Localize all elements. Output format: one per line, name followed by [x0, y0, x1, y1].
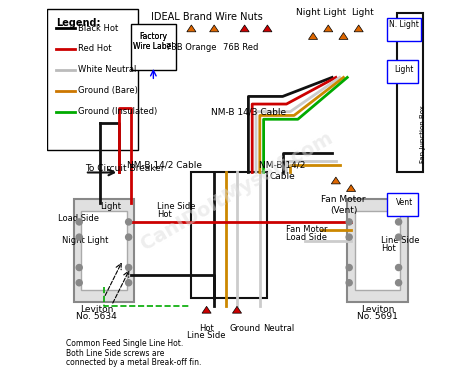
Text: Line Side: Line Side: [382, 236, 420, 246]
FancyBboxPatch shape: [347, 199, 408, 302]
Circle shape: [395, 234, 401, 240]
Text: Leviton: Leviton: [80, 305, 113, 314]
Polygon shape: [202, 306, 211, 313]
Text: No. 5691: No. 5691: [357, 313, 398, 321]
Polygon shape: [240, 25, 249, 32]
Text: Night Light: Night Light: [296, 8, 346, 17]
Polygon shape: [309, 33, 318, 39]
Circle shape: [346, 265, 352, 270]
Text: To Circuit Breaker: To Circuit Breaker: [85, 164, 164, 173]
Text: CanIDoItMyself.com: CanIDoItMyself.com: [137, 129, 337, 254]
Text: Leviton: Leviton: [361, 305, 394, 314]
Text: Vent: Vent: [396, 198, 413, 208]
Text: Factory
Wire Label: Factory Wire Label: [133, 32, 173, 51]
FancyBboxPatch shape: [73, 199, 134, 302]
Bar: [355, 211, 401, 290]
Text: White Neutral: White Neutral: [78, 65, 137, 74]
Text: (Vent): (Vent): [330, 206, 357, 215]
Bar: [397, 13, 423, 172]
Text: Load Side: Load Side: [58, 214, 99, 223]
Text: Ground: Ground: [229, 324, 260, 333]
Bar: [81, 211, 127, 290]
Polygon shape: [210, 25, 219, 32]
Circle shape: [126, 234, 132, 240]
Text: Hot: Hot: [382, 244, 396, 253]
Text: N. Light: N. Light: [389, 20, 419, 29]
FancyBboxPatch shape: [387, 61, 418, 83]
Circle shape: [126, 280, 132, 286]
Text: Neutral: Neutral: [263, 324, 294, 333]
Circle shape: [395, 219, 401, 225]
Text: Load Side: Load Side: [286, 232, 328, 242]
Text: Ground (Bare): Ground (Bare): [78, 86, 138, 95]
Text: Light: Light: [351, 8, 374, 17]
FancyBboxPatch shape: [47, 9, 138, 150]
Circle shape: [346, 280, 352, 286]
Text: Red Hot: Red Hot: [78, 44, 111, 53]
Bar: [191, 172, 267, 298]
Circle shape: [126, 265, 132, 270]
Circle shape: [395, 280, 401, 286]
Text: Cable: Cable: [270, 172, 295, 181]
Polygon shape: [324, 25, 333, 32]
Polygon shape: [354, 25, 363, 32]
Text: Line Side: Line Side: [187, 331, 226, 340]
Text: Hot: Hot: [199, 324, 214, 333]
Text: 73B Orange: 73B Orange: [166, 43, 217, 52]
Circle shape: [76, 219, 82, 225]
FancyBboxPatch shape: [130, 24, 176, 70]
Circle shape: [76, 234, 82, 240]
Text: Line Side: Line Side: [157, 202, 196, 211]
Circle shape: [346, 234, 352, 240]
Circle shape: [126, 219, 132, 225]
Text: Common Feed Single Line Hot.: Common Feed Single Line Hot.: [66, 339, 183, 348]
Polygon shape: [331, 177, 340, 184]
Text: Night Light: Night Light: [62, 236, 109, 246]
FancyBboxPatch shape: [387, 18, 421, 41]
Text: Light: Light: [100, 202, 121, 211]
Text: Fan Motor: Fan Motor: [321, 195, 366, 204]
Circle shape: [395, 265, 401, 270]
Circle shape: [76, 265, 82, 270]
Polygon shape: [339, 33, 348, 39]
Text: Ground (Insulated): Ground (Insulated): [78, 107, 157, 116]
Text: Legend:: Legend:: [56, 18, 101, 28]
Text: Black Hot: Black Hot: [78, 23, 118, 33]
Text: NM-B 14/2: NM-B 14/2: [259, 160, 306, 169]
Polygon shape: [187, 25, 196, 32]
Circle shape: [346, 219, 352, 225]
Text: NM-B 14/2 Cable: NM-B 14/2 Cable: [127, 160, 202, 169]
Text: Hot: Hot: [157, 210, 172, 219]
Text: connected by a metal Break-off fin.: connected by a metal Break-off fin.: [66, 358, 201, 367]
Text: Factory
Wire Label: Factory Wire Label: [133, 32, 173, 51]
Text: Fan Junction Box: Fan Junction Box: [420, 106, 426, 164]
Text: Fan Motor: Fan Motor: [286, 225, 328, 234]
Text: NM-B 14/3 Cable: NM-B 14/3 Cable: [211, 107, 286, 116]
Text: 76B Red: 76B Red: [223, 43, 258, 52]
Text: Both Line Side screws are: Both Line Side screws are: [66, 349, 164, 358]
Circle shape: [76, 280, 82, 286]
Text: Light: Light: [395, 65, 414, 74]
FancyBboxPatch shape: [387, 193, 418, 216]
Polygon shape: [232, 306, 242, 313]
Polygon shape: [346, 185, 356, 192]
Polygon shape: [263, 25, 272, 32]
Text: IDEAL Brand Wire Nuts: IDEAL Brand Wire Nuts: [151, 11, 263, 21]
Text: No. 5634: No. 5634: [76, 313, 117, 321]
